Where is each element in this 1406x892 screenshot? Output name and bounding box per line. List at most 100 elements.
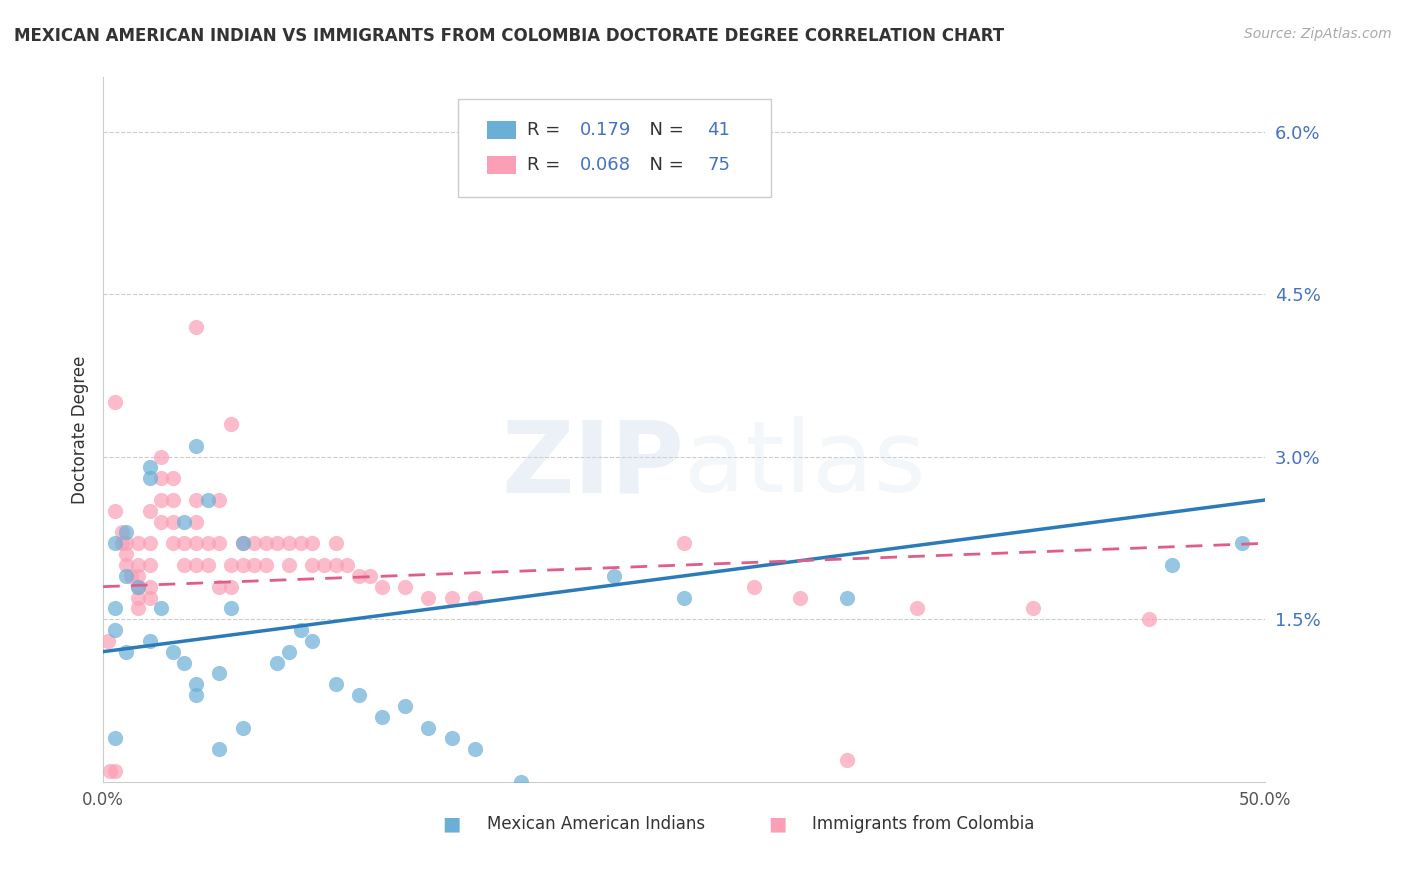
Text: 41: 41	[707, 121, 730, 139]
Point	[138, 504, 160, 518]
Text: 0.179: 0.179	[579, 121, 631, 139]
Text: ■: ■	[768, 814, 786, 833]
Text: N =: N =	[638, 156, 689, 175]
Point	[184, 319, 207, 334]
Point	[111, 536, 134, 550]
Point	[184, 677, 207, 691]
Point	[232, 536, 254, 550]
Point	[111, 525, 134, 540]
Point	[162, 536, 184, 550]
Point	[266, 656, 288, 670]
Point	[173, 515, 195, 529]
Point	[184, 558, 207, 572]
Point	[394, 698, 416, 713]
Text: Source: ZipAtlas.com: Source: ZipAtlas.com	[1244, 27, 1392, 41]
Point	[115, 547, 138, 561]
Point	[104, 731, 127, 746]
Point	[184, 536, 207, 550]
Point	[464, 591, 486, 605]
Point	[162, 515, 184, 529]
Point	[835, 753, 858, 767]
Point	[347, 688, 370, 702]
Point	[115, 536, 138, 550]
Point	[138, 591, 160, 605]
Point	[336, 558, 359, 572]
FancyBboxPatch shape	[457, 99, 772, 197]
Text: ZIP: ZIP	[502, 417, 685, 513]
Y-axis label: Doctorate Degree: Doctorate Degree	[72, 355, 89, 504]
Text: R =: R =	[527, 121, 567, 139]
Point	[278, 558, 301, 572]
Point	[301, 536, 323, 550]
Point	[290, 623, 312, 637]
Point	[325, 677, 347, 691]
Point	[104, 504, 127, 518]
Point	[254, 558, 277, 572]
FancyBboxPatch shape	[486, 156, 516, 174]
Text: Mexican American Indians: Mexican American Indians	[486, 815, 704, 833]
Point	[673, 536, 696, 550]
Point	[184, 493, 207, 508]
Point	[301, 558, 323, 572]
Point	[208, 536, 231, 550]
Point	[440, 731, 463, 746]
Point	[603, 569, 626, 583]
Point	[789, 591, 811, 605]
Point	[150, 515, 173, 529]
Text: N =: N =	[638, 121, 689, 139]
Point	[371, 580, 394, 594]
Point	[115, 569, 138, 583]
Point	[243, 536, 266, 550]
Point	[162, 471, 184, 485]
Point	[150, 601, 173, 615]
Point	[1022, 601, 1045, 615]
Point	[138, 633, 160, 648]
Point	[104, 601, 127, 615]
Point	[232, 536, 254, 550]
Text: 0.068: 0.068	[579, 156, 630, 175]
Point	[104, 623, 127, 637]
Point	[742, 580, 765, 594]
Point	[347, 569, 370, 583]
Point	[208, 666, 231, 681]
Point	[219, 558, 242, 572]
Point	[394, 580, 416, 594]
Point	[301, 633, 323, 648]
Point	[835, 591, 858, 605]
Point	[97, 633, 120, 648]
Point	[208, 742, 231, 756]
Point	[104, 536, 127, 550]
Point	[278, 645, 301, 659]
Point	[127, 558, 149, 572]
Point	[138, 471, 160, 485]
Point	[150, 450, 173, 464]
Point	[208, 493, 231, 508]
Point	[1230, 536, 1253, 550]
Point	[115, 525, 138, 540]
Point	[440, 591, 463, 605]
Point	[510, 774, 533, 789]
Point	[184, 688, 207, 702]
Point	[208, 580, 231, 594]
Point	[115, 558, 138, 572]
Text: 75: 75	[707, 156, 730, 175]
Text: R =: R =	[527, 156, 567, 175]
Point	[127, 591, 149, 605]
Point	[127, 569, 149, 583]
Point	[243, 558, 266, 572]
Point	[418, 721, 440, 735]
Text: atlas: atlas	[685, 417, 925, 513]
Point	[418, 591, 440, 605]
Point	[232, 558, 254, 572]
Point	[184, 439, 207, 453]
Point	[127, 536, 149, 550]
Point	[1161, 558, 1184, 572]
Point	[127, 601, 149, 615]
Point	[173, 558, 195, 572]
Point	[278, 536, 301, 550]
Point	[150, 471, 173, 485]
Point	[312, 558, 335, 572]
Point	[359, 569, 381, 583]
Point	[673, 591, 696, 605]
Point	[138, 460, 160, 475]
